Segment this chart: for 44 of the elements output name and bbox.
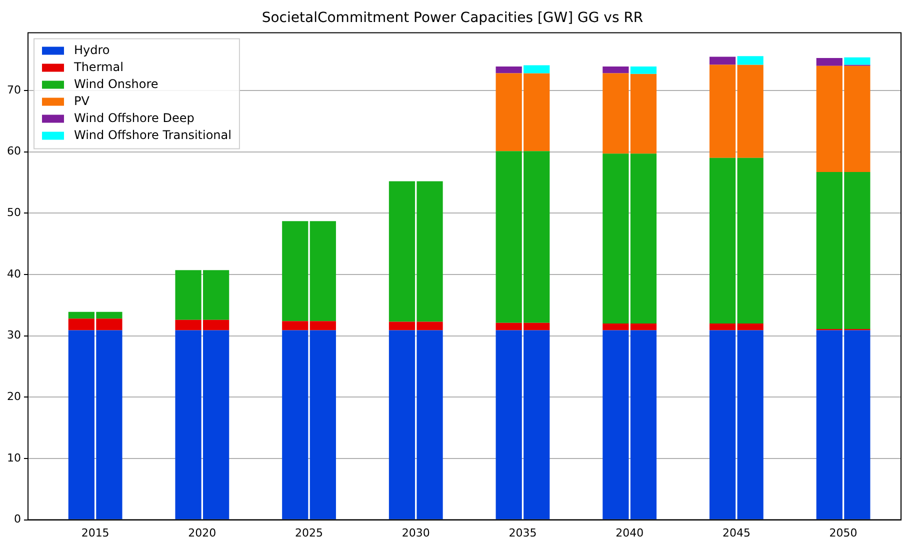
y-tick-label: 70	[6, 83, 21, 96]
bar	[630, 66, 657, 74]
bar	[844, 57, 870, 65]
x-tick-label: 2040	[616, 526, 644, 540]
bar	[737, 324, 764, 330]
y-tick-label: 40	[6, 267, 21, 280]
bar	[310, 330, 336, 520]
y-tick-label: 60	[6, 144, 21, 158]
legend-label: Hydro	[74, 42, 110, 57]
bar	[709, 64, 736, 158]
x-tick-label: 2045	[722, 526, 750, 540]
bar	[737, 158, 764, 324]
bar	[709, 56, 736, 65]
bar	[282, 221, 308, 322]
bar	[310, 321, 336, 330]
y-tick-label: 50	[6, 206, 21, 219]
x-tick-label: 2025	[295, 526, 324, 540]
y-tick-label: 20	[6, 390, 21, 403]
legend-label: Wind Offshore Transitional	[74, 128, 232, 142]
chart-title: SocietalCommitment Power Capacities [GW] GG vs RR	[262, 10, 644, 26]
bar	[737, 56, 764, 65]
x-tick-label: 2015	[81, 526, 110, 540]
legend-label: Wind Onshore	[74, 76, 158, 91]
legend-label: Wind Offshore Deep	[74, 110, 194, 125]
legend-label: Thermal	[72, 60, 124, 74]
bar	[709, 330, 736, 520]
bar	[737, 64, 764, 158]
bar	[310, 221, 336, 322]
x-tick-label: 2035	[508, 526, 537, 540]
x-tick-label: 2030	[402, 526, 430, 540]
bar	[709, 324, 736, 330]
y-tick-label: 0	[14, 512, 21, 526]
bar	[282, 321, 308, 330]
bar	[709, 158, 736, 324]
bar	[737, 330, 764, 520]
bar	[602, 66, 629, 74]
bar	[496, 66, 522, 74]
legend-label: PV	[74, 94, 90, 108]
y-tick-label: 30	[6, 328, 21, 342]
y-tick-label: 10	[6, 451, 21, 464]
x-tick-label: 2050	[829, 526, 858, 540]
bar	[524, 65, 550, 74]
x-tick-label: 2020	[188, 526, 216, 540]
bar	[282, 330, 308, 520]
